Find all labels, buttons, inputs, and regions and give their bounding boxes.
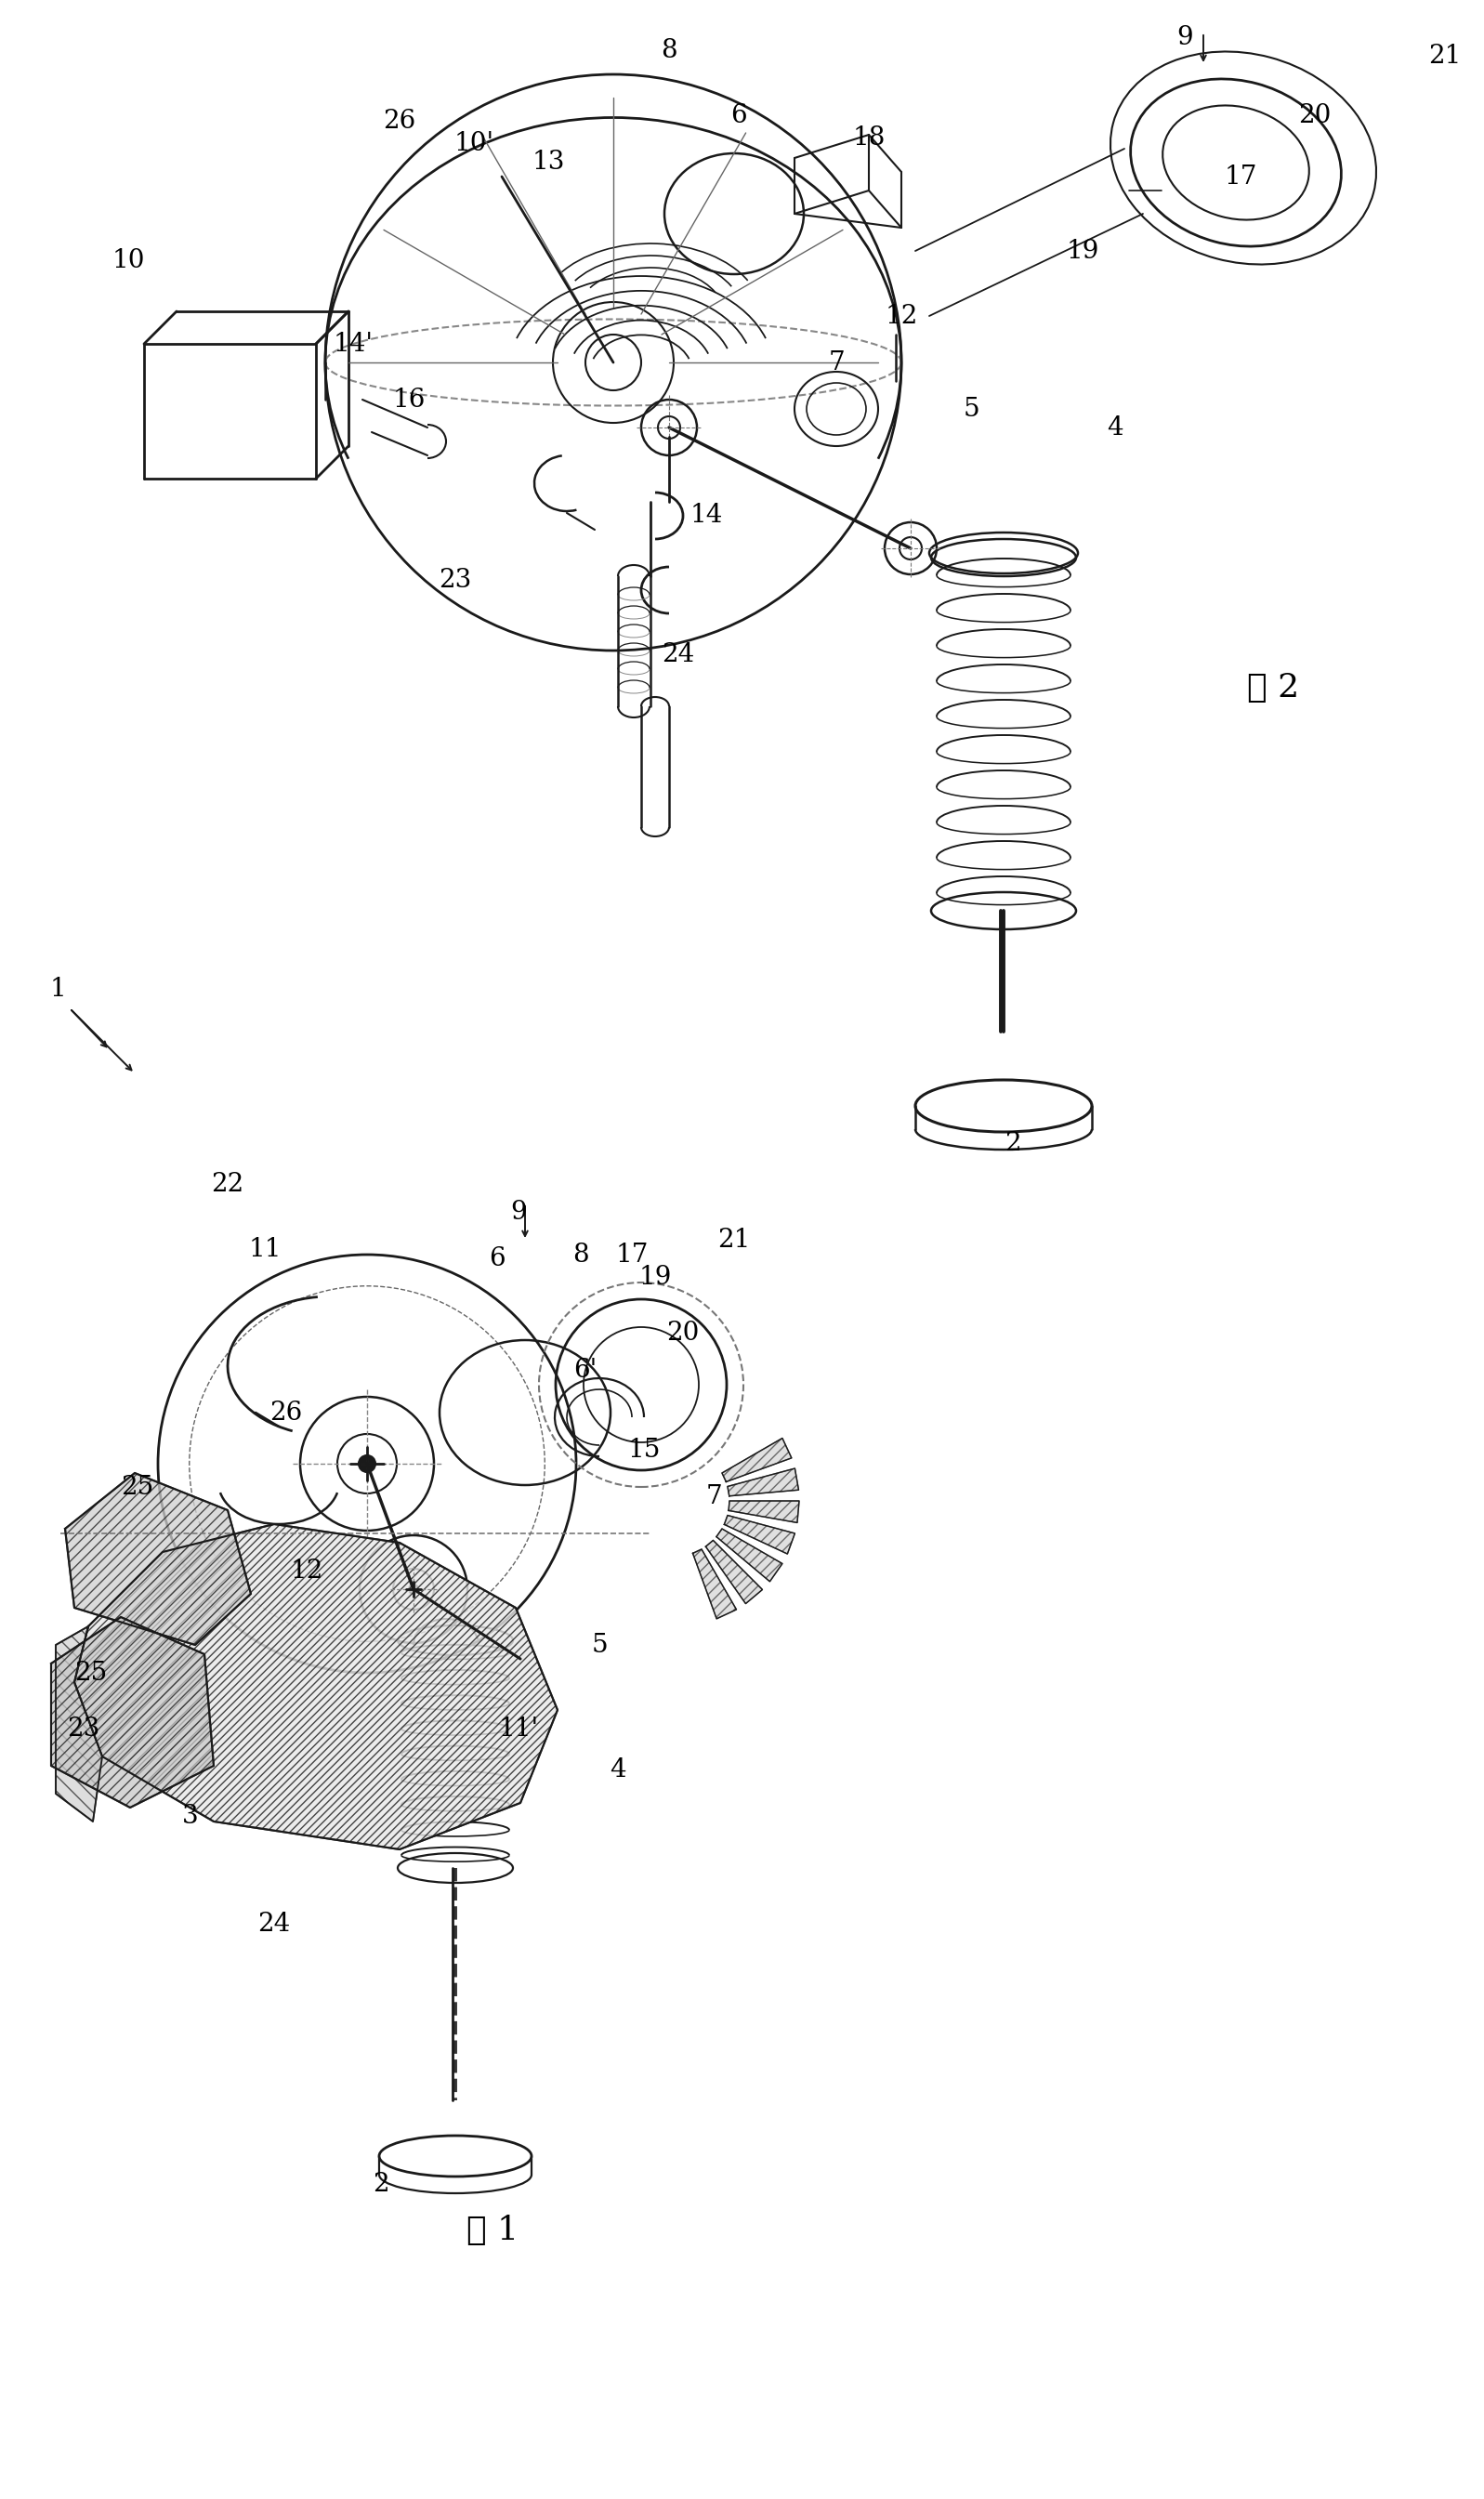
Text: 20: 20 [666, 1322, 699, 1347]
Polygon shape [723, 1437, 791, 1482]
Text: 7: 7 [705, 1484, 721, 1509]
Polygon shape [706, 1539, 763, 1604]
Text: 14: 14 [690, 502, 723, 527]
Text: 19: 19 [638, 1264, 672, 1289]
Text: 22: 22 [211, 1172, 243, 1197]
Polygon shape [693, 1549, 736, 1619]
Text: 6: 6 [488, 1247, 506, 1272]
Text: 6: 6 [730, 102, 746, 130]
Polygon shape [717, 1529, 782, 1582]
Polygon shape [74, 1524, 558, 1849]
Circle shape [410, 1584, 418, 1594]
Polygon shape [56, 1627, 102, 1822]
Text: 23: 23 [67, 1717, 99, 1742]
Polygon shape [50, 1617, 214, 1807]
Text: 2: 2 [1005, 1130, 1021, 1155]
Text: 21: 21 [718, 1227, 751, 1252]
Text: 11: 11 [248, 1237, 282, 1262]
Text: 24: 24 [662, 642, 695, 667]
Text: 20: 20 [1298, 102, 1331, 130]
Text: 图 2: 图 2 [1247, 672, 1298, 705]
Text: 23: 23 [439, 567, 472, 592]
Circle shape [359, 1454, 375, 1472]
Text: 6': 6' [574, 1359, 597, 1384]
Text: 10': 10' [454, 132, 494, 157]
Text: 3: 3 [183, 1804, 199, 1829]
Text: 26: 26 [383, 107, 416, 132]
Text: 21: 21 [1429, 42, 1462, 67]
Text: 14': 14' [332, 332, 372, 357]
Text: 9: 9 [510, 1200, 527, 1225]
Text: 9: 9 [1177, 25, 1193, 50]
Text: 5: 5 [591, 1632, 607, 1657]
Polygon shape [727, 1469, 798, 1497]
Text: 4: 4 [1107, 415, 1123, 440]
Text: 12: 12 [884, 302, 917, 327]
Text: 16: 16 [392, 387, 426, 412]
Text: 12: 12 [291, 1557, 324, 1584]
Text: 图 1: 图 1 [466, 2214, 518, 2247]
Text: 24: 24 [258, 1912, 291, 1937]
Text: 1: 1 [49, 977, 65, 1002]
Text: 15: 15 [628, 1437, 660, 1462]
Polygon shape [729, 1502, 800, 1522]
Text: 10: 10 [111, 247, 145, 272]
Text: 8: 8 [660, 37, 677, 62]
Text: 25: 25 [122, 1474, 154, 1499]
Text: 25: 25 [74, 1659, 107, 1684]
Polygon shape [724, 1514, 795, 1554]
Text: 2: 2 [372, 2172, 389, 2197]
Text: 19: 19 [1066, 237, 1100, 262]
Polygon shape [65, 1472, 251, 1644]
Text: 26: 26 [270, 1399, 303, 1424]
Text: 4: 4 [610, 1757, 626, 1782]
Text: 7: 7 [828, 350, 844, 375]
Text: 17: 17 [1224, 165, 1257, 190]
Text: 8: 8 [573, 1242, 589, 1267]
Text: 11': 11' [499, 1717, 539, 1742]
Text: 5: 5 [963, 397, 979, 422]
Text: 18: 18 [852, 125, 886, 150]
Text: 13: 13 [531, 150, 565, 175]
Text: 17: 17 [616, 1242, 649, 1267]
